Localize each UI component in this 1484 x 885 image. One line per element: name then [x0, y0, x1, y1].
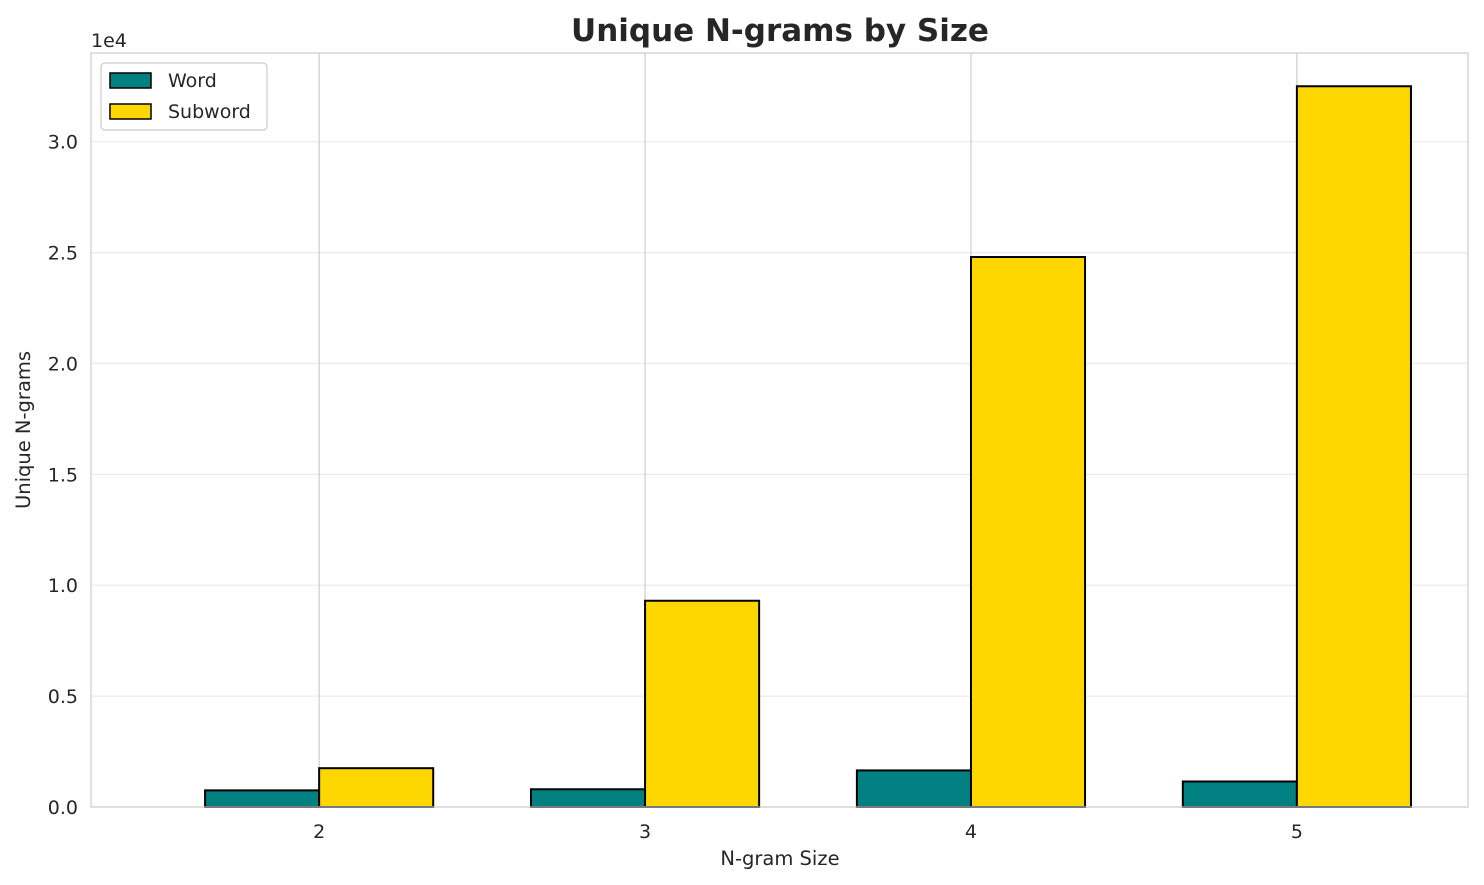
bar-subword-4: [969, 256, 1087, 808]
y-offset-label: 1e4: [91, 30, 127, 52]
x-axis-label: N-gram Size: [720, 847, 839, 870]
x-tick-label: 2: [313, 821, 325, 843]
x-tick-label: 5: [1291, 821, 1303, 843]
legend-label-subword: Subword: [168, 101, 251, 123]
legend-swatch-word: [109, 72, 152, 89]
x-tick-label: 4: [965, 821, 977, 843]
y-tick-label: 2.5: [48, 243, 78, 265]
bar-word-3: [529, 788, 647, 809]
bar-word-2: [204, 789, 321, 809]
y-tick-label: 0.0: [48, 797, 78, 819]
legend-swatch-subword: [109, 103, 152, 120]
chart-title: Unique N-grams by Size: [571, 13, 989, 49]
y-tick-label: 1.0: [48, 575, 78, 597]
y-axis-label: Unique N-grams: [12, 351, 35, 509]
y-tick-label: 0.5: [48, 686, 78, 708]
bar-layer: [204, 85, 1412, 809]
y-tick-label: 2.0: [48, 353, 78, 375]
y-tick-label: 3.0: [48, 132, 78, 154]
x-tick-label: 3: [639, 821, 651, 843]
legend-label-word: Word: [168, 70, 217, 92]
bar-word-4: [855, 769, 972, 808]
bar-subword-5: [1295, 85, 1412, 808]
bar-subword-2: [318, 767, 435, 808]
tick-layer: 0.0 0.5 1.0 1.5 2.0 2.5 3.0 2 3 4 5: [48, 132, 1303, 843]
plot-frame: [90, 52, 1469, 808]
y-tick-label: 1.5: [48, 464, 78, 486]
bar-word-5: [1181, 780, 1298, 809]
legend: Word Subword: [100, 62, 268, 131]
bar-subword-3: [644, 599, 761, 809]
